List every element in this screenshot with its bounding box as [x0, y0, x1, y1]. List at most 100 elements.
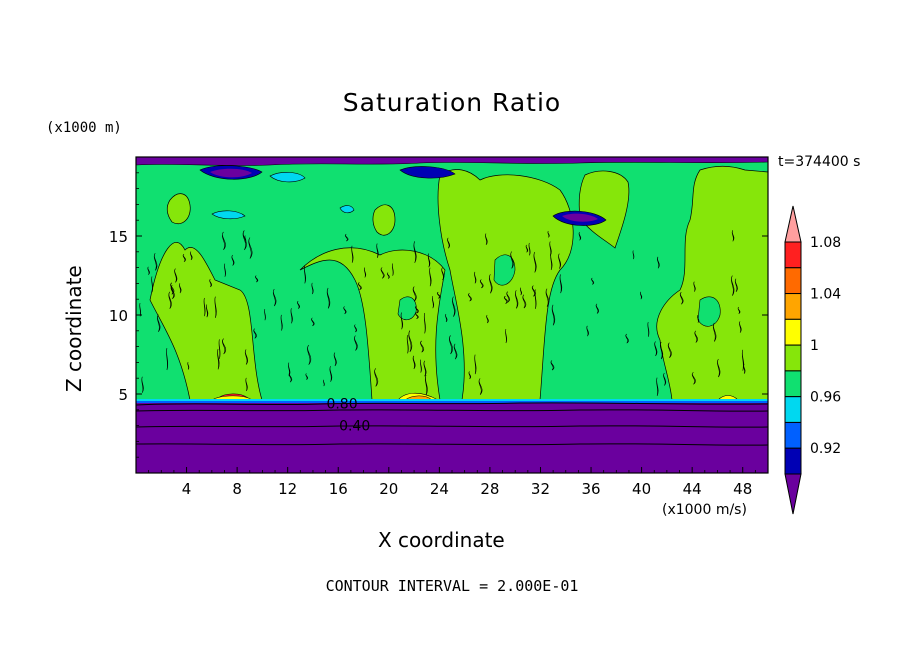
- contour-scribble: [531, 285, 536, 297]
- contour-scribble: [209, 278, 212, 288]
- contour-scribble: [743, 363, 746, 374]
- contour-scribble: [305, 373, 308, 380]
- contour-scribble: [290, 308, 293, 324]
- contour-scribble: [333, 352, 337, 367]
- contour-scribble: [586, 325, 589, 337]
- contour-scribble: [408, 330, 413, 353]
- time-label: t=374400 s: [778, 154, 861, 170]
- contour-scribble: [694, 330, 698, 343]
- contour-scribble: [639, 291, 643, 300]
- contour-scribble: [514, 290, 519, 309]
- contour-scribble: [656, 256, 660, 269]
- contour-scribble: [170, 282, 175, 295]
- contour-scribble: [419, 359, 422, 373]
- contour-scribble: [343, 306, 347, 315]
- green-island-2: [697, 296, 721, 327]
- x-tick-label: 40: [632, 480, 651, 498]
- contour-scribble: [731, 275, 735, 296]
- contour-scribble: [179, 283, 182, 294]
- contour-scribble: [380, 267, 385, 279]
- contour-scribble: [522, 294, 527, 309]
- contour-scribble: [558, 253, 562, 269]
- x-tick-label: 8: [232, 480, 242, 498]
- contour-line-4: [136, 443, 768, 446]
- contour-scribble: [139, 302, 142, 317]
- contour-scribble: [431, 295, 435, 309]
- contour-scribble: [297, 300, 300, 309]
- y-tick-label: 10: [109, 307, 128, 325]
- colorbar-swatch: [784, 318, 802, 346]
- contour-scribble: [534, 289, 537, 310]
- top-purple-blob-1: [210, 168, 252, 178]
- contour-scribble: [693, 281, 696, 292]
- contour-scribble: [214, 296, 217, 319]
- contour-scribble: [413, 241, 417, 264]
- contour-scribble: [525, 244, 529, 253]
- contour-scribble: [712, 322, 717, 342]
- contour-scribble: [697, 315, 700, 323]
- contour-scribble: [429, 267, 432, 287]
- contour-scribble: [311, 317, 315, 327]
- contour-scribble: [157, 314, 161, 333]
- contour-scribble: [344, 233, 349, 242]
- contour-scribble: [264, 309, 266, 321]
- contour-scribble: [595, 303, 599, 314]
- contour-scribble: [354, 335, 358, 351]
- contour-scribble: [691, 371, 696, 385]
- x-tick-label: 28: [480, 480, 499, 498]
- contour-scribble: [248, 237, 253, 259]
- contour-scribble: [436, 291, 441, 299]
- x-axis-ticks: 4 8 12 16 20 24 28 32 36 40 44 48: [148, 467, 756, 498]
- lime-patch-right: [656, 165, 768, 401]
- x-axis-label: X coordinate: [378, 528, 505, 552]
- lime-patch-center-left: [299, 247, 446, 401]
- x-tick-label: 20: [379, 480, 398, 498]
- contour-scribble: [551, 304, 556, 326]
- contour-scribble: [323, 379, 325, 387]
- contour-scribble: [351, 245, 354, 263]
- mid-purple-blob: [562, 213, 598, 222]
- colorbar-swatch: [784, 447, 802, 475]
- contour-labels: 0.80 0.40: [326, 396, 370, 434]
- top-blue-blob-2: [399, 166, 456, 179]
- colorbar: 0.92 0.96 1 1.04 1.08: [784, 205, 841, 515]
- contour-scribble: [363, 267, 367, 278]
- contour-scribble: [550, 360, 555, 371]
- contour-scribble: [166, 348, 169, 371]
- contour-scribble: [488, 274, 493, 294]
- contour-scribble: [528, 242, 531, 256]
- contour-scribble: [717, 358, 721, 378]
- y-tick-label: 15: [109, 228, 128, 246]
- contour-scribble: [147, 266, 150, 275]
- lime-patch-left: [149, 242, 263, 401]
- contour-scribble: [453, 343, 458, 360]
- contour-scribble: [153, 252, 158, 271]
- contour-scribble: [221, 231, 226, 251]
- contour-scribble: [387, 272, 390, 279]
- contour-scribble: [486, 314, 489, 324]
- contour-scribble: [217, 348, 220, 370]
- contour-scribble: [663, 372, 667, 386]
- contour-scribble: [242, 230, 247, 251]
- contour-scribble: [307, 344, 312, 365]
- contour-scribble: [485, 233, 488, 245]
- contour-scribble: [168, 291, 172, 309]
- contour-scribble: [303, 265, 307, 284]
- contour-scribble: [447, 237, 451, 249]
- contour-scribble: [654, 341, 658, 357]
- colorbar-label: 0.92: [810, 441, 841, 457]
- contour-scribble: [141, 376, 144, 393]
- contour-scribble: [549, 241, 552, 256]
- contour-scribble: [424, 374, 428, 396]
- contour-scribble: [400, 312, 404, 330]
- contour-scribble: [412, 355, 416, 370]
- contour-scribble: [741, 349, 745, 371]
- contour-scribble: [423, 360, 427, 377]
- contour-scribble: [656, 377, 659, 396]
- contour-scribble: [625, 333, 629, 344]
- contour-scribble: [505, 329, 508, 344]
- contour-scribble: [503, 295, 509, 304]
- contour-scribble: [170, 285, 175, 300]
- y-tick-label: 5: [118, 386, 128, 404]
